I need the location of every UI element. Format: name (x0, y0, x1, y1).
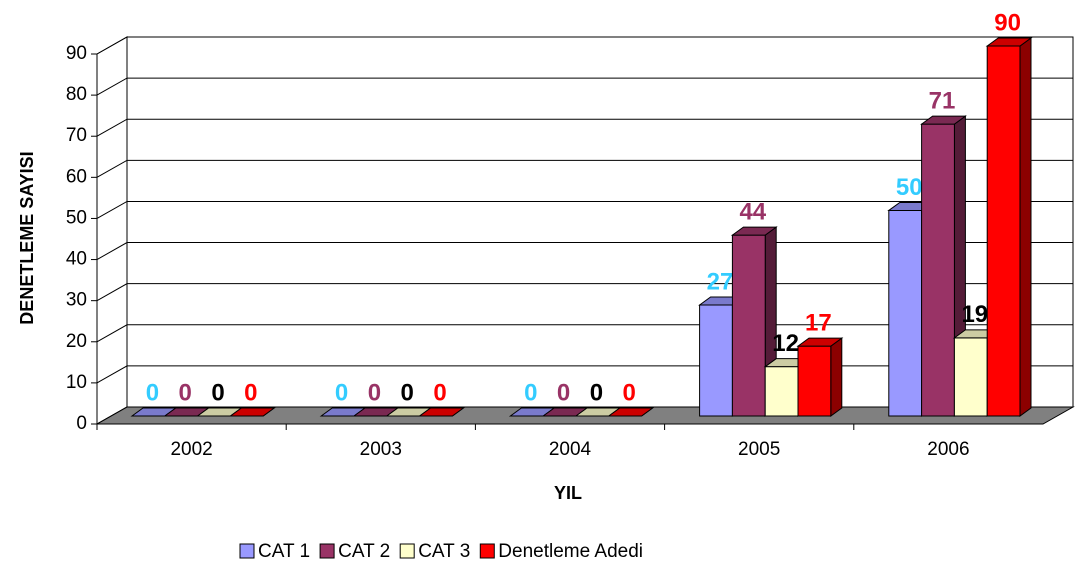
legend-label: CAT 3 (418, 541, 470, 562)
value-label: 0 (524, 379, 537, 406)
value-label: 0 (244, 379, 257, 406)
bar (699, 304, 733, 417)
bar-top (228, 407, 276, 417)
bar-top (607, 407, 655, 417)
bar (731, 234, 766, 417)
value-label: 12 (772, 330, 799, 357)
bar (921, 123, 955, 417)
y-tick-label: 50 (66, 207, 87, 228)
y-tick-label: 0 (76, 413, 87, 434)
value-label: 27 (707, 268, 734, 295)
y-tick-label: 30 (66, 290, 87, 311)
y-tick-label: 80 (66, 84, 87, 105)
bar (986, 45, 1021, 417)
value-label: 50 (896, 174, 923, 201)
y-tick-label: 70 (66, 125, 87, 146)
grid-line (96, 77, 1073, 96)
x-tick-label: 2002 (170, 439, 212, 460)
value-label: 0 (335, 379, 348, 406)
value-label: 0 (433, 379, 446, 406)
bar-top (985, 37, 1033, 47)
value-label: 44 (739, 198, 766, 225)
value-label: 19 (961, 301, 988, 328)
legend-label: Denetleme Adedi (498, 541, 643, 562)
value-label: 0 (401, 379, 414, 406)
value-label: 0 (590, 379, 603, 406)
value-label: 0 (623, 379, 636, 406)
grid-line (96, 200, 1073, 219)
y-tick-label: 40 (66, 249, 87, 270)
x-axis-title: YIL (554, 483, 582, 503)
y-axis-title: DENETLEME SAYISI (17, 151, 37, 324)
bar-top (796, 337, 844, 347)
value-label: 71 (929, 87, 956, 114)
value-label: 0 (211, 379, 224, 406)
y-tick-label: 90 (66, 43, 87, 64)
value-label: 0 (146, 379, 159, 406)
bar-top (418, 407, 465, 417)
x-tick-label: 2004 (549, 439, 592, 460)
value-label: 0 (179, 379, 192, 406)
bar-top (730, 226, 778, 236)
grid-line (96, 118, 1073, 137)
legend-swatch (399, 543, 415, 559)
bar (764, 366, 799, 417)
grid-line (96, 36, 1073, 55)
x-tick-label: 2006 (927, 439, 969, 460)
x-tick-label: 2003 (360, 439, 402, 460)
bar-side (1019, 37, 1032, 417)
grid-line (96, 159, 1073, 178)
value-label: 90 (994, 9, 1021, 36)
value-label: 17 (805, 309, 832, 336)
bar-side (830, 337, 843, 417)
side-wall (96, 36, 128, 425)
legend-label: CAT 1 (258, 541, 310, 562)
bar (888, 209, 923, 417)
value-label: 0 (557, 379, 570, 406)
legend-swatch (239, 543, 255, 559)
bar (797, 345, 832, 417)
legend-swatch (479, 543, 495, 559)
legend-swatch (319, 543, 335, 559)
y-tick-label: 60 (66, 166, 87, 187)
value-label: 0 (368, 379, 381, 406)
legend-label: CAT 2 (338, 541, 390, 562)
y-tick-label: 20 (66, 331, 87, 352)
x-tick-label: 2005 (738, 439, 780, 460)
bar-top (920, 115, 967, 125)
y-tick-label: 10 (66, 372, 87, 393)
bar (953, 337, 988, 417)
